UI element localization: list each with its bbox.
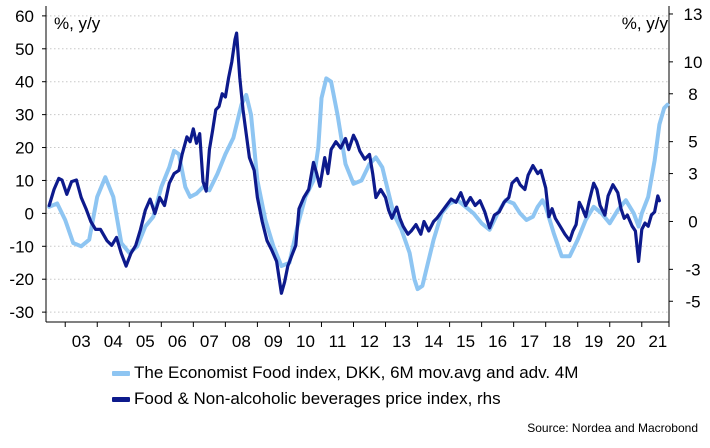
right-tick-label: -3: [685, 260, 700, 279]
right-tick-label: -5: [685, 292, 700, 311]
series-line-2: [47, 31, 661, 295]
x-tick-label: 16: [488, 332, 507, 351]
x-tick-label: 17: [520, 332, 539, 351]
x-tick-label: 18: [552, 332, 571, 351]
right-tick-label: 10: [684, 53, 703, 72]
right-axis: 13 10 8 5 3 0 -3 -5: [669, 5, 702, 311]
x-tick-label: 20: [616, 332, 635, 351]
right-axis-unit: %, y/y: [622, 14, 669, 33]
right-tick-label: 3: [688, 165, 697, 184]
x-tick-label: 15: [456, 332, 475, 351]
x-tick-label: 04: [104, 332, 123, 351]
gridlines: [45, 6, 670, 323]
left-axis: 60 50 40 30 20 10 0 -10 -20 -30: [9, 7, 46, 322]
x-tick-label: 12: [360, 332, 379, 351]
x-tick-label: 03: [72, 332, 91, 351]
x-tick-label: 19: [584, 332, 603, 351]
x-tick-label: 11: [329, 332, 347, 351]
left-tick-label: 50: [15, 40, 34, 59]
right-tick-label: 5: [688, 133, 697, 152]
series-lines: [47, 31, 670, 295]
left-tick-label: -30: [9, 303, 34, 322]
left-tick-label: 60: [15, 7, 34, 26]
x-tick-label: 07: [200, 332, 219, 351]
legend-label: The Economist Food index, DKK, 6M mov.av…: [134, 363, 579, 382]
x-tick-label: 13: [392, 332, 411, 351]
x-tick-label: 21: [648, 332, 667, 351]
series-line-1: [47, 76, 670, 292]
source-note: Source: Nordea and Macrobond: [527, 421, 698, 435]
legend-swatch-light-blue: [112, 370, 130, 376]
left-tick-label: 20: [15, 139, 34, 158]
legend-label: Food & Non-alcoholic beverages price ind…: [134, 389, 501, 408]
right-tick-label: 13: [684, 5, 703, 24]
legend-entry-food-price-index: Food & Non-alcoholic beverages price ind…: [112, 389, 501, 409]
legend-swatch-dark-blue: [112, 396, 130, 402]
x-tick-label: 14: [424, 332, 443, 351]
left-tick-label: 40: [15, 73, 34, 92]
x-tick-label: 06: [168, 332, 187, 351]
left-tick-label: -20: [9, 270, 34, 289]
left-tick-label: 0: [25, 204, 34, 223]
legend-entry-economist-food-index: The Economist Food index, DKK, 6M mov.av…: [112, 363, 578, 383]
left-tick-label: -10: [9, 237, 34, 256]
x-tick-label: 09: [264, 332, 283, 351]
right-tick-label: 8: [688, 85, 697, 104]
left-axis-unit: %, y/y: [54, 14, 101, 33]
x-axis: 03 04 05 06 07 08 09 10 11 12 13 14 15 16 17 18 19 20 21: [64, 322, 670, 351]
right-tick-label: 0: [688, 212, 697, 231]
x-tick-label: 05: [136, 332, 155, 351]
left-tick-label: 30: [15, 106, 34, 125]
x-tick-label: 08: [232, 332, 251, 351]
x-tick-label: 10: [296, 332, 315, 351]
left-tick-label: 10: [15, 171, 34, 190]
